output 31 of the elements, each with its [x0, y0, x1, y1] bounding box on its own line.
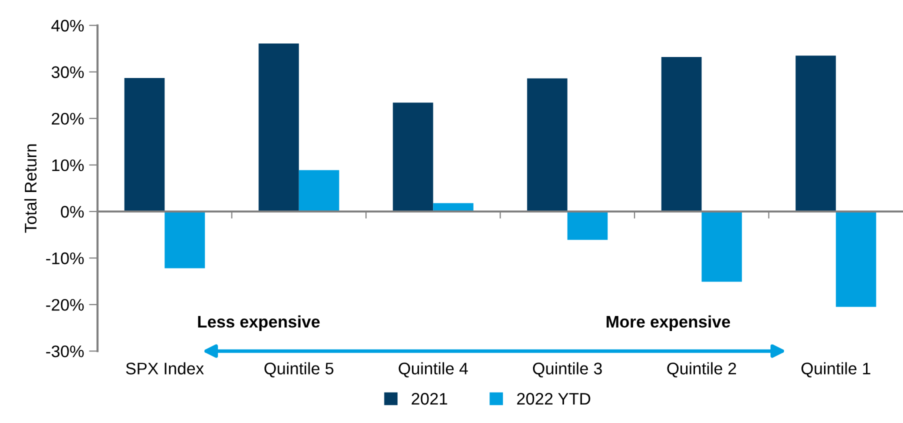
x-tick-label: Quintile 3	[532, 362, 602, 378]
bar	[702, 212, 742, 282]
y-tick-label: 20%	[52, 112, 84, 125]
x-tick-label: Quintile 4	[398, 362, 468, 378]
y-tick-label: -20%	[46, 298, 84, 311]
bar	[567, 212, 608, 240]
x-tick-label: SPX Index	[126, 362, 204, 374]
bar	[527, 78, 568, 212]
x-tick-label: Quintile 5	[264, 362, 334, 378]
bar	[164, 212, 205, 268]
y-axis-title: Total Return	[24, 144, 37, 233]
legend-label: 2022 YTD	[517, 392, 590, 405]
bar	[836, 212, 876, 307]
y-tick-label: 0%	[60, 206, 84, 218]
bar	[124, 78, 165, 212]
bar	[796, 56, 836, 212]
bar	[392, 102, 434, 212]
y-tick-label: -30%	[46, 345, 84, 358]
bar	[258, 44, 299, 212]
y-tick-label: -10%	[46, 252, 84, 264]
x-tick-label: Quintile 2	[667, 362, 736, 378]
x-tick-label: Quintile 1	[801, 362, 870, 378]
y-tick-label: 30%	[52, 66, 84, 78]
legend-label: 2021	[412, 392, 448, 405]
y-tick-label: 10%	[52, 159, 84, 172]
annotation: More expensive	[606, 315, 730, 331]
bar	[433, 203, 474, 212]
y-tick-label: 40%	[51, 20, 84, 32]
bar	[298, 170, 340, 212]
bar	[661, 57, 702, 212]
annotation: Less expensive	[198, 315, 320, 331]
